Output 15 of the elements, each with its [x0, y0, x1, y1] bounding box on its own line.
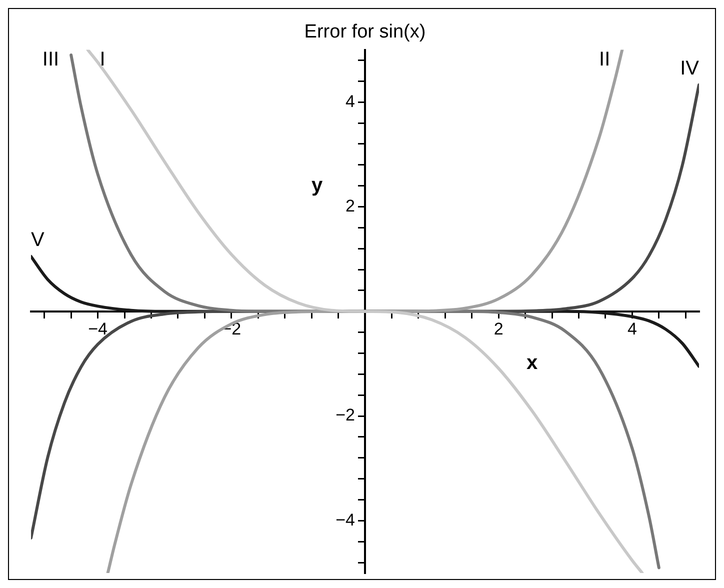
x-tick-label: 2 [494, 319, 504, 338]
series-label: II [599, 48, 610, 70]
x-axis-title: x [526, 352, 538, 374]
series-label: III [42, 48, 60, 70]
series-label: IV [680, 57, 700, 80]
y-tick-label: 4 [346, 92, 355, 111]
series-label: V [31, 228, 45, 251]
y-tick-label: 2 [346, 196, 355, 216]
x-tick-label: 4 [627, 319, 637, 338]
chart-title: Error for sin(x) [304, 22, 426, 43]
y-tick-label: −4 [336, 510, 355, 530]
y-axis-title: y [311, 174, 324, 196]
x-tick-label: −4 [88, 319, 108, 338]
y-tick-label: −2 [336, 406, 355, 425]
series-label: I [100, 48, 106, 70]
